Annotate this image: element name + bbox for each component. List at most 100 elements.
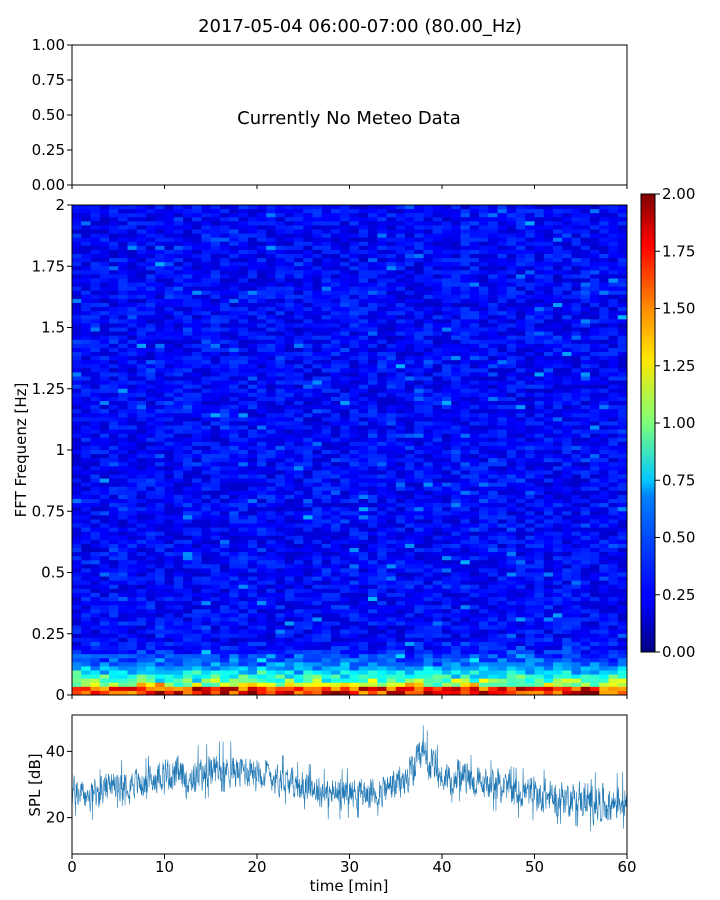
spectrogram-cell: [257, 229, 267, 234]
spectrogram-cell: [479, 384, 489, 390]
spectrogram-cell: [562, 221, 572, 226]
spectrogram-cell: [506, 519, 517, 524]
spectrogram-cell: [266, 290, 276, 296]
spectrogram-cell: [608, 270, 619, 275]
spectrogram-cell: [405, 307, 415, 312]
spectrogram-cell: [562, 270, 572, 275]
spectrogram-cell: [127, 539, 138, 545]
spectrogram-cell: [617, 396, 628, 402]
spectrogram-cell: [497, 437, 508, 443]
spectrogram-cell: [451, 205, 461, 210]
spectrogram-cell: [599, 466, 609, 471]
spectrogram-cell: [442, 205, 452, 210]
spectrogram-cell: [201, 421, 212, 426]
spectrogram-cell: [312, 511, 323, 516]
spectrogram-cell: [479, 507, 489, 512]
spectrogram-cell: [516, 327, 526, 332]
spectrogram-cell: [210, 450, 221, 455]
spectrogram-cell: [506, 458, 517, 463]
spectrogram-cell: [386, 523, 397, 528]
spectrogram-cell: [173, 315, 184, 320]
spectrogram-cell: [543, 245, 554, 251]
spectrogram-cell: [136, 360, 147, 365]
spectrogram-cell: [497, 298, 508, 304]
spectrogram-cell: [247, 515, 258, 520]
spectrogram-cell: [571, 388, 582, 394]
spectrogram-cell: [220, 282, 230, 288]
spectrogram-cell: [506, 486, 517, 492]
spectrogram-cell: [331, 307, 341, 312]
spectrogram-cell: [599, 241, 609, 247]
spectrogram-cell: [146, 470, 156, 475]
spectrogram-cell: [617, 511, 628, 516]
spectrogram-cell: [118, 515, 128, 520]
spectrogram-cell: [247, 217, 258, 222]
spectrogram-cell: [321, 278, 332, 283]
spectrogram-cell: [617, 315, 628, 320]
spectrogram-cell: [617, 241, 628, 247]
spectrogram-cell: [553, 339, 563, 345]
spectrogram-cell: [238, 433, 249, 439]
spectrogram-cell: [303, 392, 313, 398]
spectrogram-cell: [146, 294, 156, 300]
spectrogram-cell: [118, 376, 128, 381]
spectrogram-cell: [146, 401, 156, 406]
spectrogram-cell: [534, 266, 545, 271]
spectrogram-cell: [340, 331, 350, 337]
spectrogram-cell: [247, 511, 258, 516]
spectrogram-cell: [562, 245, 572, 251]
spectrogram-cell: [525, 262, 535, 267]
spectrogram-cell: [257, 282, 267, 288]
spectrogram-cell: [303, 413, 313, 418]
spectrogram-cell: [349, 437, 360, 443]
spectrogram-cell: [303, 405, 313, 410]
spectrogram-cell: [109, 413, 119, 418]
spectrogram-cell: [155, 433, 165, 439]
spectrogram-cell: [173, 482, 184, 488]
spectrogram-cell: [580, 474, 591, 479]
spectrogram-cell: [127, 270, 138, 275]
spectrogram-cell: [72, 405, 82, 410]
spectrogram-cell: [220, 323, 230, 328]
spectrogram-cell: [349, 384, 360, 390]
spectrogram-cell: [506, 392, 517, 398]
spectrogram-cell: [617, 258, 628, 263]
spectrogram-cell: [349, 535, 360, 541]
spectrogram-cell: [543, 274, 554, 279]
spectrogram-cell: [220, 315, 230, 320]
spectrogram-cell: [294, 249, 304, 255]
spectrogram-cell: [608, 327, 619, 332]
spectrogram-cell: [155, 511, 165, 516]
spectrogram-cell: [358, 331, 369, 337]
spectrogram-cell: [562, 401, 572, 406]
spectrogram-cell: [395, 396, 406, 402]
spectrogram-cell: [349, 213, 360, 218]
spectrogram-cell: [192, 278, 202, 283]
spectrogram-cell: [516, 233, 526, 239]
spectrogram-cell: [460, 462, 471, 467]
spectrogram-cell: [294, 352, 304, 357]
spectrogram-cell: [534, 221, 545, 226]
spectrogram-cell: [497, 249, 508, 255]
spectrogram-cell: [395, 376, 406, 381]
spectrogram-cell: [340, 286, 350, 292]
spectrogram-cell: [377, 437, 387, 443]
spectrogram-cell: [590, 294, 600, 300]
spectrogram-cell: [321, 368, 332, 373]
spectrogram-cell: [414, 217, 424, 222]
spectrogram-cell: [423, 258, 434, 263]
spectrogram-cell: [146, 433, 156, 439]
spectrogram-cell: [201, 229, 212, 234]
spectrogram-cell: [358, 213, 369, 218]
spectrogram-cell: [590, 499, 600, 504]
spectrogram-cell: [118, 437, 128, 443]
spectrogram-cell: [155, 360, 165, 365]
spectrogram-cell: [405, 515, 415, 520]
spectrogram-cell: [118, 233, 128, 239]
spectrogram-cell: [617, 229, 628, 234]
spectrogram-cell: [173, 494, 184, 500]
spectrogram-cell: [451, 511, 461, 516]
spectrogram-cell: [386, 254, 397, 259]
spectrogram-cell: [405, 388, 415, 394]
spectrogram-cell: [210, 441, 221, 447]
